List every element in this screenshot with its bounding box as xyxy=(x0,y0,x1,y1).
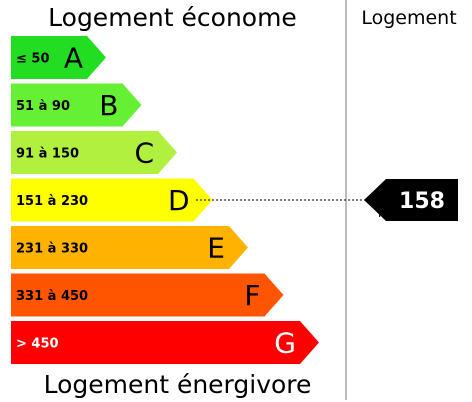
class-bar-b xyxy=(11,83,142,127)
chart-footer: Logement énergivore xyxy=(43,370,312,399)
class-bar-f xyxy=(11,273,284,317)
class-bar-d xyxy=(11,178,213,222)
class-range-a: ≤ 50 xyxy=(16,52,50,67)
class-letter-b: B xyxy=(99,89,118,122)
class-letter-a: A xyxy=(64,42,83,75)
class-range-c: 91 à 150 xyxy=(16,147,79,162)
class-range-b: 51 à 90 xyxy=(16,99,70,114)
indicator-arrow xyxy=(364,179,458,221)
class-letter-d: D xyxy=(168,184,190,217)
class-letter-c: C xyxy=(134,137,154,170)
class-letter-g: G xyxy=(274,327,296,360)
indicator-value: 158 xyxy=(399,189,445,214)
class-range-f: 331 à 450 xyxy=(16,289,88,304)
chart-title: Logement économe xyxy=(48,3,297,32)
class-letter-f: F xyxy=(244,279,260,312)
class-range-g: > 450 xyxy=(16,337,59,352)
class-bar-e xyxy=(11,226,248,269)
class-range-e: 231 à 330 xyxy=(16,242,88,257)
class-letter-e: E xyxy=(207,232,225,265)
class-bar-g xyxy=(11,321,319,364)
class-bar-c xyxy=(11,131,177,174)
unit-label: kWhEP/m².an xyxy=(377,206,457,224)
column-header-logement: Logement xyxy=(361,7,457,29)
class-bar-a xyxy=(11,36,106,79)
class-range-d: 151 à 230 xyxy=(16,194,88,209)
